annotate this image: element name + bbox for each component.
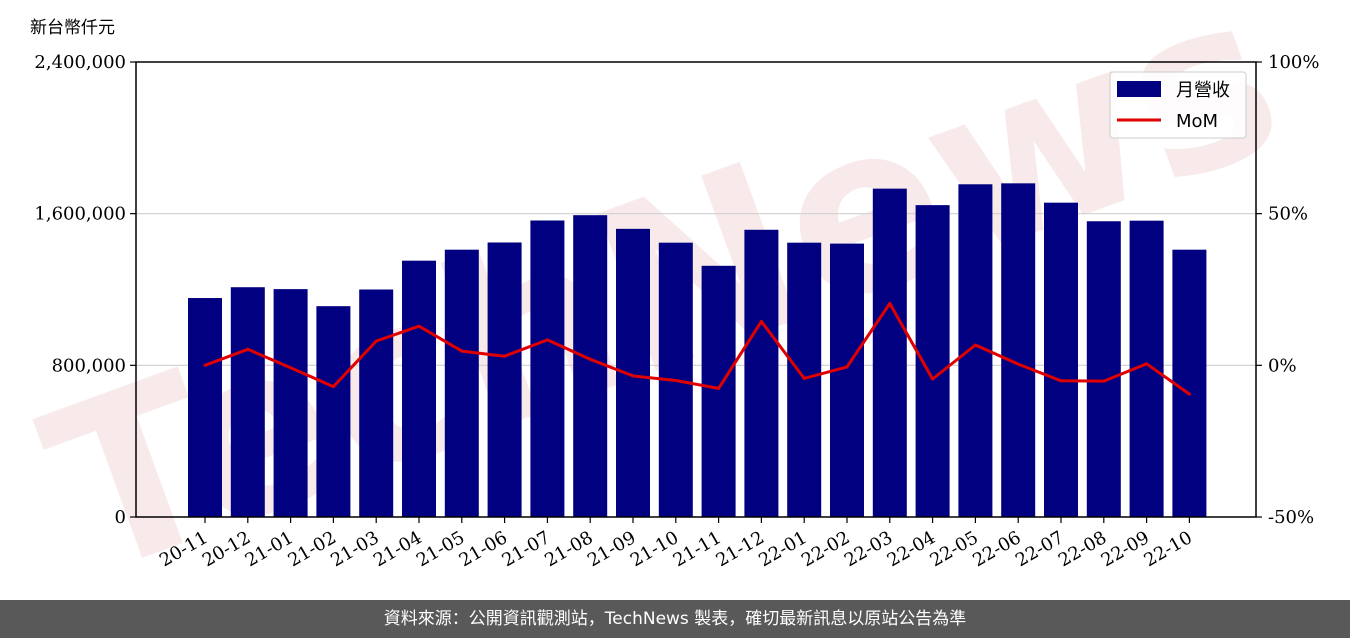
mom-point [1016,362,1020,366]
mom-point [289,366,293,370]
mom-point [417,324,421,328]
x-tick-label: 21-12 [712,527,767,571]
x-tick-label: 22-10 [1140,527,1195,571]
bar [915,205,950,517]
x-tick-label: 21-11 [670,527,725,571]
left-tick-label: 800,000 [52,355,126,376]
x-tick-label: 21-05 [413,527,468,571]
bar [402,260,436,517]
mom-point [331,385,335,389]
left-tick-label: 1,600,000 [34,204,126,225]
x-tick-label: 21-08 [541,527,596,571]
mom-point [931,377,935,381]
left-tick-label: 2,400,000 [34,52,126,73]
x-tick-label: 21-04 [370,527,425,571]
left-axis: 0 800,000 1,600,000 2,400,000 [34,52,136,528]
right-tick-label: 0% [1268,355,1297,376]
bar [830,243,864,517]
x-tick-label: 21-10 [627,527,682,571]
bar-series [188,183,1207,518]
bar [573,215,608,517]
x-tick-label: 22-08 [1055,527,1110,571]
x-tick-label: 22-06 [969,527,1024,571]
bar [701,265,736,517]
right-tick-label: -50% [1268,507,1314,528]
bar [744,229,779,517]
mom-point [545,338,549,342]
bar [1086,221,1121,517]
bar [359,289,394,517]
x-tick-label: 21-07 [498,527,553,571]
mom-point [374,339,378,343]
mom-point [759,319,763,323]
left-tick-label: 0 [115,507,126,528]
mom-line [204,302,1191,396]
mom-point [845,365,849,369]
mom-point [246,347,250,351]
mom-point [503,354,507,358]
right-tick-label: 100% [1268,52,1319,73]
x-tick-label: 21-09 [584,527,639,571]
bar [1044,202,1078,517]
x-tick-label: 22-02 [798,527,853,571]
mom-point [1187,392,1191,396]
x-tick-label: 22-05 [926,527,981,571]
mom-point [631,374,635,378]
y-unit-label: 新台幣仟元 [30,18,115,38]
mom-point [802,376,806,380]
mom-point [460,349,464,353]
legend-bar-swatch [1117,81,1161,97]
mom-point [674,379,678,382]
x-tick-label: 22-04 [884,527,939,571]
bar [188,298,222,517]
bar [316,306,351,517]
mom-point [973,343,977,347]
bar [273,289,308,517]
mom-point [717,386,721,390]
bar [1172,249,1207,517]
right-axis: -50% 0% 50% 100% [1256,52,1319,528]
mom-point [1102,379,1106,383]
bar [616,228,650,518]
bar [230,287,265,517]
chart: TechNews 新台幣仟元 0800,0001,600,0002,400,00… [16,0,1319,600]
bar [1001,183,1036,518]
mom-point [1059,379,1063,383]
x-tick-label: 21-06 [456,527,511,571]
right-tick-label: 50% [1268,204,1308,225]
x-tick-label: 22-07 [1012,527,1067,571]
x-tick-label: 22-09 [1098,527,1153,571]
mom-point [888,301,892,305]
bar [530,220,565,517]
footer-source-note: 資料來源：公開資訊觀測站，TechNews 製表，確切最新訊息以原站公告為準 [0,600,1350,638]
legend-line-label: MoM [1176,111,1218,132]
mom-point [203,363,207,367]
bar [872,188,907,517]
plot-frame [135,61,1257,518]
mom-line-series [203,301,1191,396]
x-tick-label: 22-01 [755,527,810,571]
bar [444,249,479,517]
bar [487,242,522,517]
mom-point [1145,362,1149,366]
x-tick-label: 22-03 [841,527,896,571]
legend-bar-label: 月營收 [1176,80,1230,101]
legend: 月營收 MoM [1109,71,1247,139]
mom-point [588,357,592,361]
